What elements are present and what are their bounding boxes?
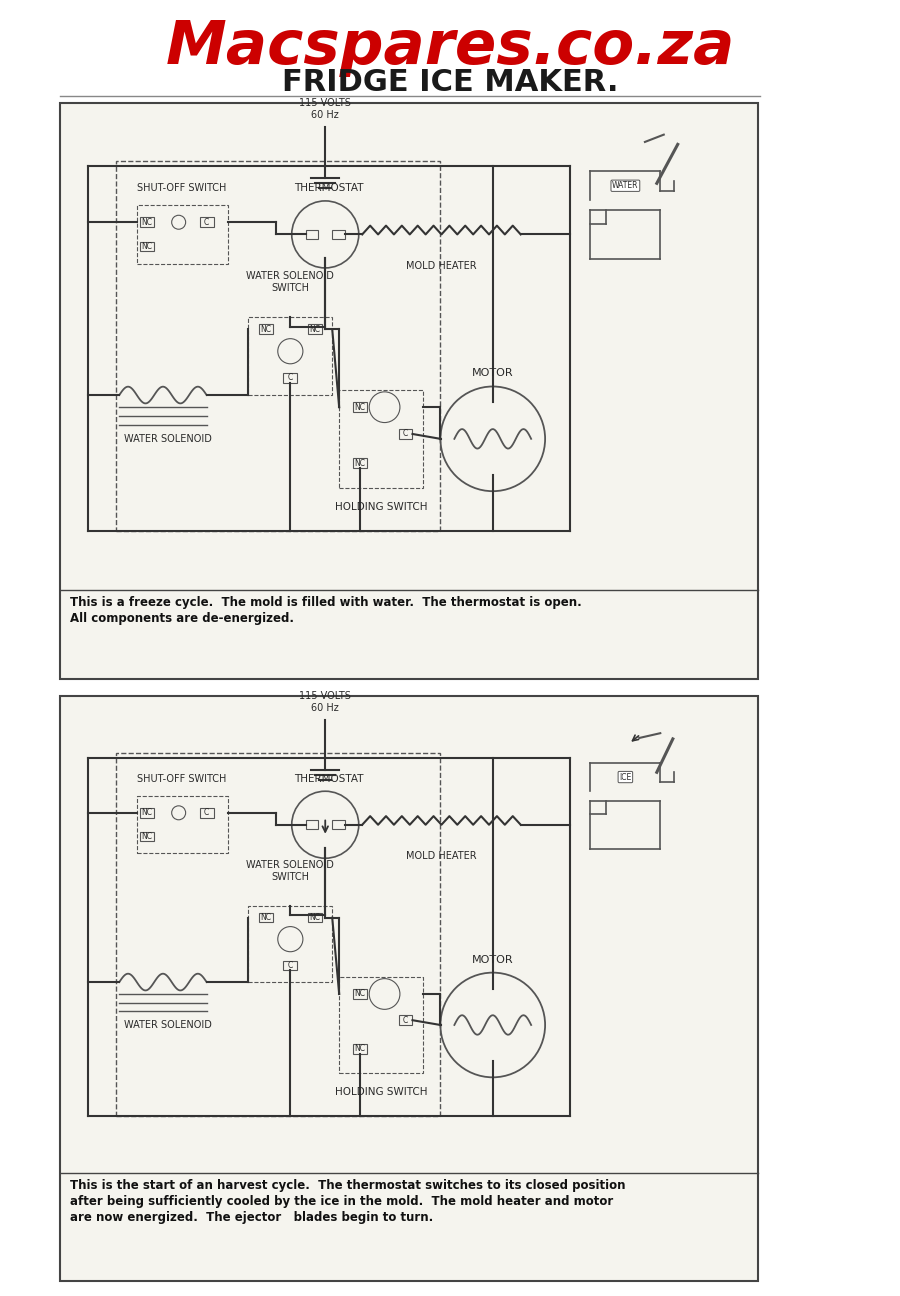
Text: This is the start of an harvest cycle.  The thermostat switches to its closed po: This is the start of an harvest cycle. T…: [70, 1179, 626, 1192]
Text: NC: NC: [355, 1045, 365, 1054]
Bar: [140, 242, 154, 251]
Bar: [308, 324, 322, 334]
Text: C: C: [288, 373, 293, 382]
Bar: [353, 989, 367, 999]
Text: 115 VOLTS
60 Hz: 115 VOLTS 60 Hz: [300, 98, 351, 119]
Text: WATER SOLENOID
SWITCH: WATER SOLENOID SWITCH: [247, 271, 334, 293]
Text: NC: NC: [355, 459, 365, 468]
Text: Macspares.co.za: Macspares.co.za: [166, 18, 734, 76]
Text: This is a freeze cycle.  The mold is filled with water.  The thermostat is open.: This is a freeze cycle. The mold is fill…: [70, 596, 581, 609]
Text: C: C: [204, 218, 209, 227]
Bar: [353, 402, 367, 412]
Bar: [200, 218, 213, 227]
Text: WATER SOLENOID: WATER SOLENOID: [124, 1020, 212, 1030]
Text: C: C: [288, 960, 293, 969]
Text: HOLDING SWITCH: HOLDING SWITCH: [335, 1087, 428, 1096]
Text: WATER SOLENOID: WATER SOLENOID: [124, 434, 212, 445]
Text: NC: NC: [142, 809, 153, 818]
Text: 115 VOLTS
60 Hz: 115 VOLTS 60 Hz: [300, 691, 351, 713]
Text: after being sufficiently cooled by the ice in the mold.  The mold heater and mot: after being sufficiently cooled by the i…: [70, 1195, 613, 1208]
Bar: [399, 429, 412, 439]
Text: NC: NC: [355, 403, 365, 412]
Text: C: C: [403, 1016, 408, 1025]
Text: C: C: [204, 809, 209, 818]
Bar: [137, 205, 228, 263]
Text: NC: NC: [260, 914, 272, 923]
Bar: [339, 977, 423, 1073]
Text: WATER SOLENOID
SWITCH: WATER SOLENOID SWITCH: [247, 861, 334, 883]
Bar: [308, 912, 322, 923]
Bar: [248, 906, 332, 982]
Text: NC: NC: [142, 242, 153, 251]
Bar: [200, 807, 213, 818]
Bar: [332, 229, 345, 238]
Bar: [116, 162, 440, 531]
Bar: [353, 1045, 367, 1054]
Text: SHUT-OFF SWITCH: SHUT-OFF SWITCH: [138, 183, 227, 193]
Text: NC: NC: [310, 325, 320, 334]
Text: All components are de-energized.: All components are de-energized.: [70, 612, 294, 625]
Bar: [137, 796, 228, 853]
Text: THERMOSTAT: THERMOSTAT: [294, 183, 364, 193]
Text: MOLD HEATER: MOLD HEATER: [406, 851, 477, 861]
Bar: [248, 318, 332, 395]
Text: FRIDGE ICE MAKER.: FRIDGE ICE MAKER.: [282, 67, 618, 97]
Bar: [306, 229, 319, 238]
Text: NC: NC: [142, 832, 153, 841]
Text: MOLD HEATER: MOLD HEATER: [406, 262, 477, 271]
Text: NC: NC: [355, 989, 365, 998]
Bar: [116, 753, 440, 1116]
Bar: [284, 373, 297, 382]
Bar: [306, 820, 319, 829]
Bar: [60, 696, 758, 1280]
Bar: [353, 459, 367, 468]
Text: SHUT-OFF SWITCH: SHUT-OFF SWITCH: [138, 774, 227, 784]
Text: MOTOR: MOTOR: [472, 368, 514, 378]
Text: MOTOR: MOTOR: [472, 955, 514, 966]
Text: NC: NC: [310, 914, 320, 923]
Bar: [339, 390, 423, 487]
Bar: [332, 820, 345, 829]
Bar: [60, 102, 758, 679]
Bar: [140, 807, 154, 818]
Text: ICE: ICE: [619, 772, 632, 781]
Bar: [259, 324, 273, 334]
Text: NC: NC: [260, 325, 272, 334]
Text: C: C: [403, 429, 408, 438]
Bar: [399, 1016, 412, 1025]
Bar: [140, 832, 154, 841]
Text: NC: NC: [142, 218, 153, 227]
Text: THERMOSTAT: THERMOSTAT: [294, 774, 364, 784]
Bar: [259, 912, 273, 923]
Text: WATER: WATER: [612, 181, 639, 191]
Bar: [284, 960, 297, 971]
Text: HOLDING SWITCH: HOLDING SWITCH: [335, 502, 428, 512]
Text: are now energized.  The ejector   blades begin to turn.: are now energized. The ejector blades be…: [70, 1210, 433, 1223]
Bar: [140, 218, 154, 227]
